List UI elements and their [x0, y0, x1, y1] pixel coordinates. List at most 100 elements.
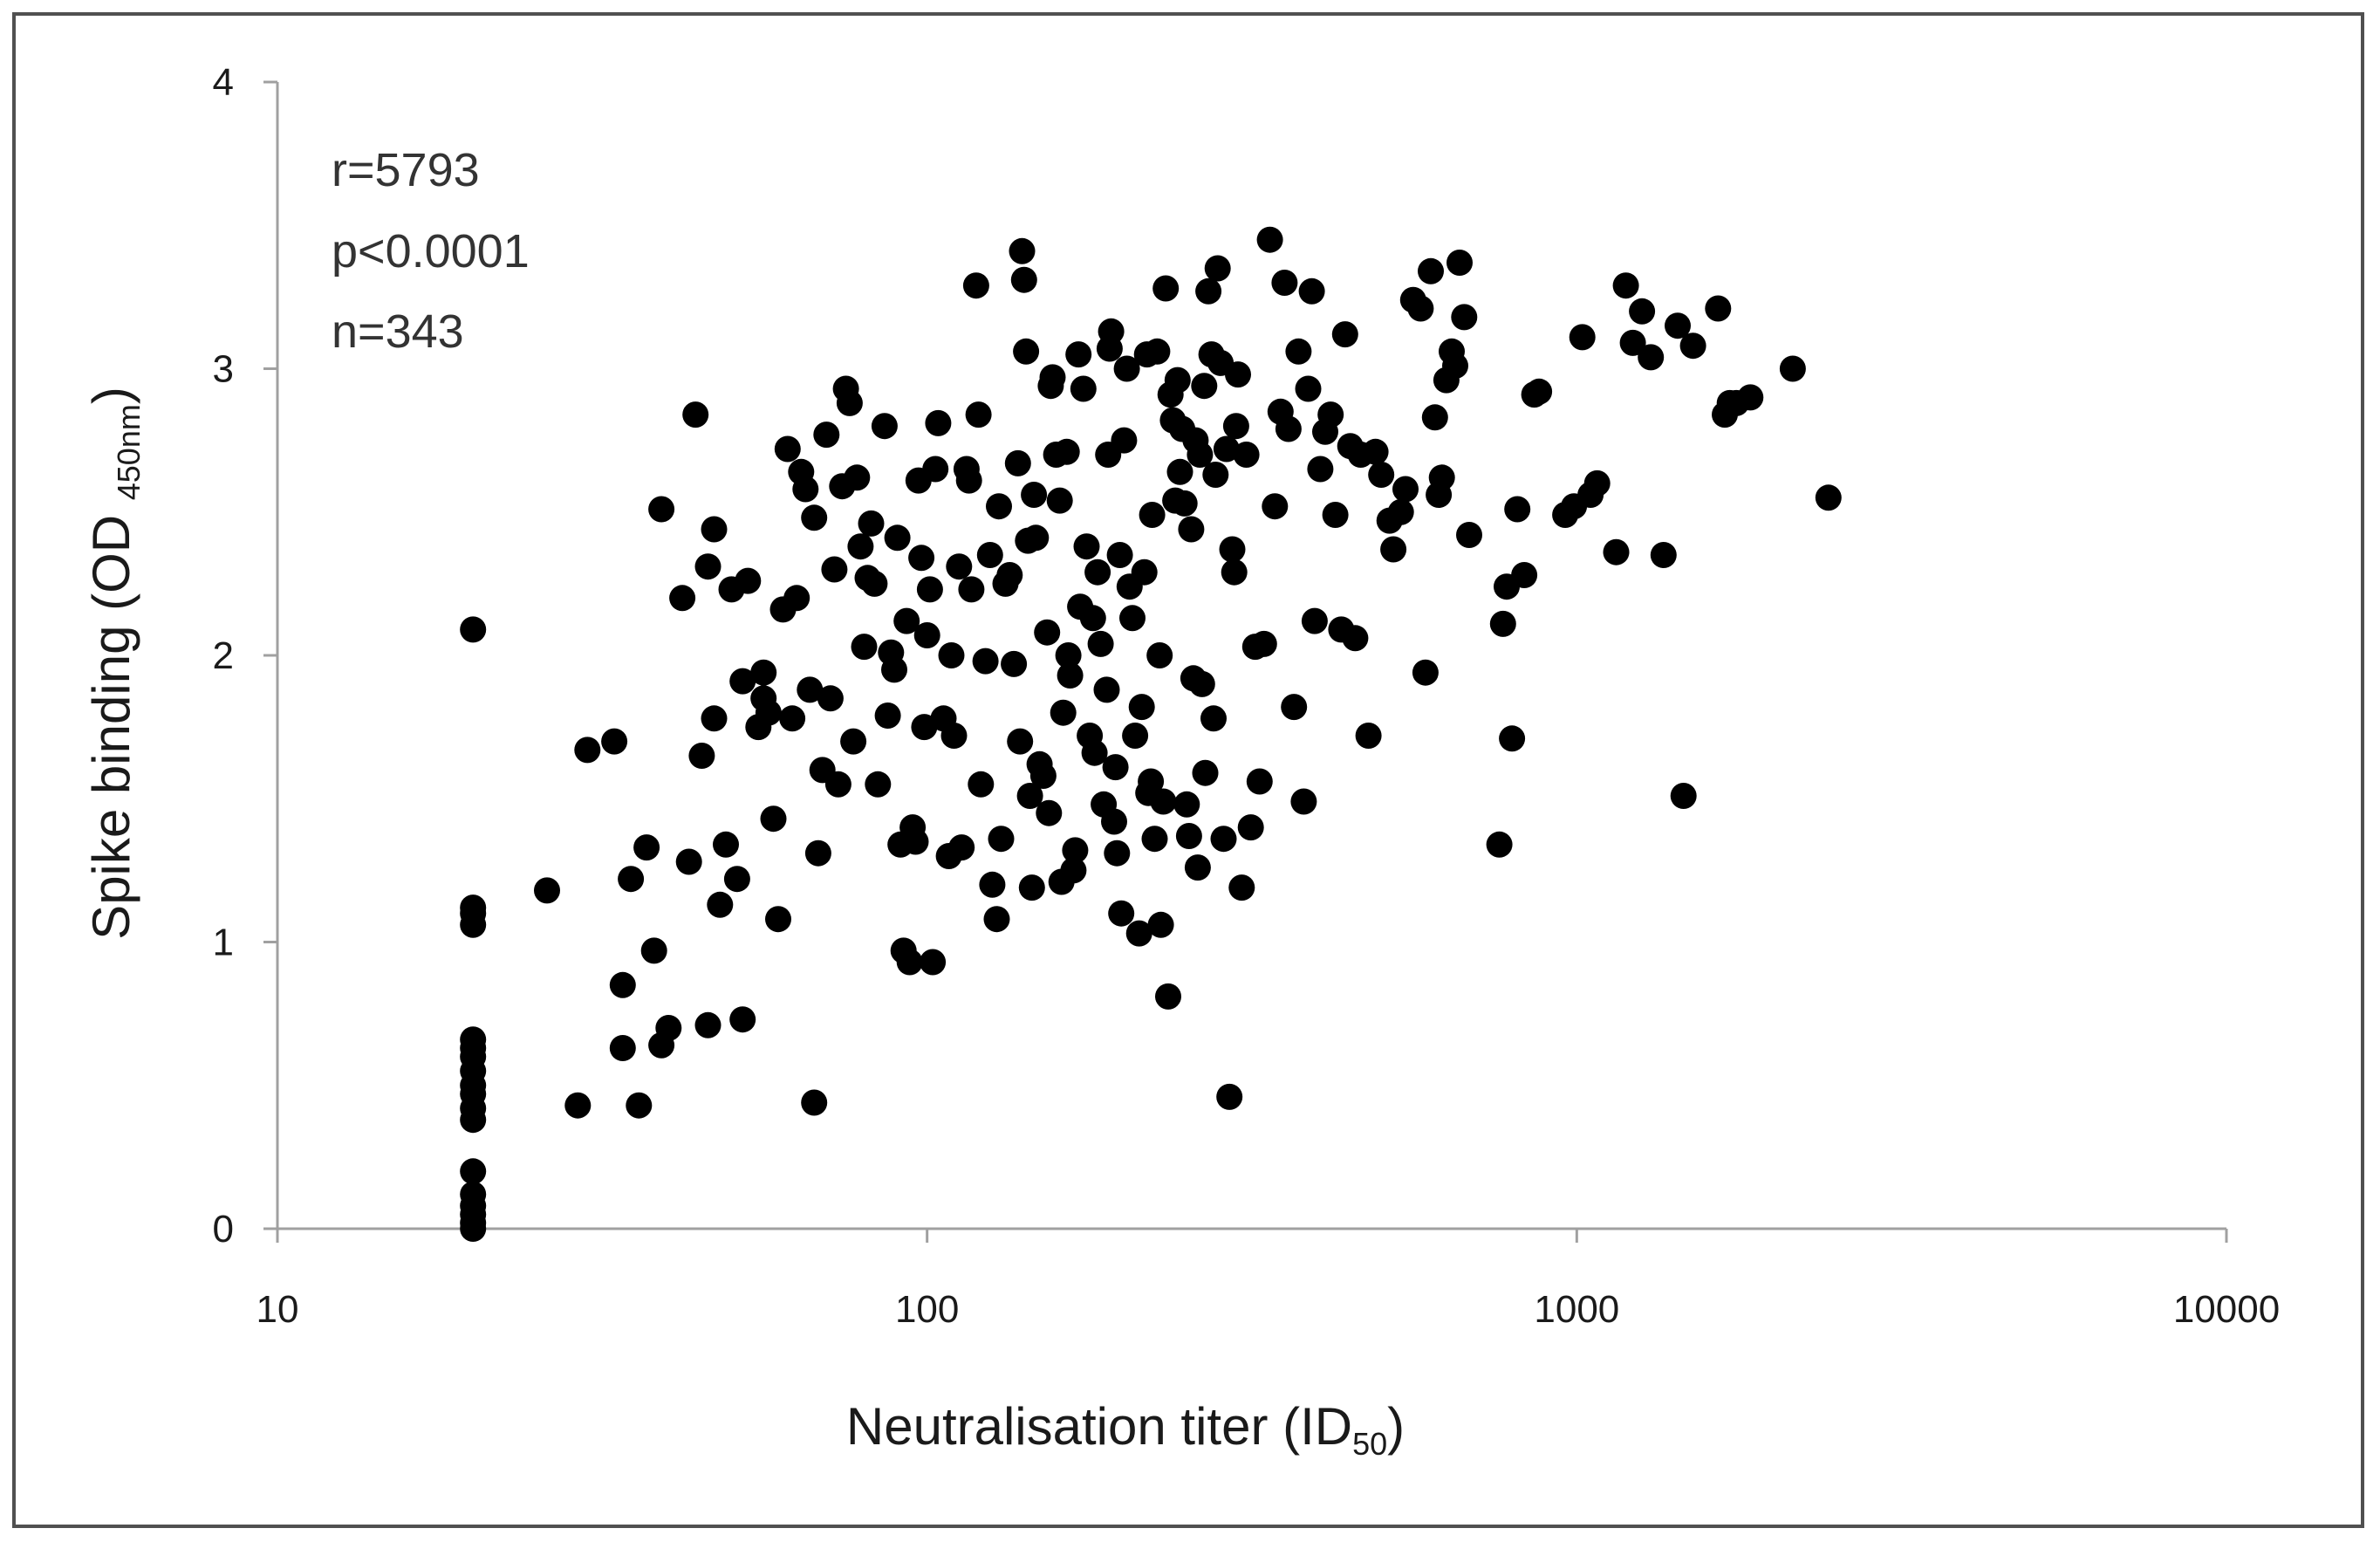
data-point: [618, 866, 645, 893]
data-point: [1113, 355, 1140, 382]
data-point: [1195, 278, 1222, 305]
data-point: [1250, 630, 1277, 657]
data-point: [1446, 250, 1473, 276]
data-point: [601, 728, 628, 755]
data-point: [922, 456, 949, 483]
data-point: [804, 840, 831, 867]
data-point: [1380, 536, 1407, 563]
data-point: [1355, 723, 1382, 749]
data-point: [1204, 255, 1231, 282]
stat-n: n=343: [332, 305, 464, 358]
data-point: [1188, 670, 1215, 697]
data-point: [1301, 607, 1328, 634]
data-point: [609, 971, 636, 998]
data-point: [983, 906, 1010, 933]
data-point: [779, 705, 806, 732]
data-point: [881, 656, 907, 683]
data-point: [874, 702, 901, 729]
data-point: [817, 685, 844, 712]
data-point: [682, 401, 709, 428]
data-point: [1173, 791, 1200, 818]
data-point: [1073, 533, 1100, 560]
data-point: [1050, 699, 1077, 726]
data-point: [1171, 490, 1198, 517]
data-point: [1612, 272, 1639, 299]
data-point: [1285, 338, 1312, 365]
data-point: [1081, 739, 1108, 766]
data-point: [948, 834, 975, 861]
data-point: [797, 676, 824, 703]
data-point: [1629, 298, 1656, 325]
data-point: [1275, 415, 1302, 442]
data-point: [824, 771, 851, 798]
data-point: [1079, 605, 1106, 632]
data-point: [729, 1006, 756, 1033]
data-point: [902, 828, 929, 855]
x-tick-label: 10000: [2173, 1288, 2280, 1331]
data-point: [735, 567, 762, 594]
data-point: [750, 659, 777, 686]
data-point: [1122, 723, 1149, 749]
data-point: [1009, 237, 1036, 264]
data-point: [940, 723, 968, 749]
data-point: [1141, 826, 1168, 853]
data-point: [1442, 353, 1468, 380]
data-point: [1102, 754, 1129, 781]
data-point: [534, 877, 560, 904]
data-point: [908, 545, 935, 572]
data-point: [844, 464, 871, 491]
x-axis-title-end: ): [1387, 1397, 1405, 1456]
data-point: [1219, 536, 1246, 563]
x-axis-title: Neutralisation titer (ID50): [846, 1397, 1405, 1462]
x-axis-title-sub: 50: [1352, 1426, 1387, 1462]
data-point: [1221, 559, 1248, 586]
data-point: [801, 504, 828, 531]
data-point: [564, 1092, 592, 1119]
data-point: [1128, 694, 1155, 721]
data-point: [1603, 538, 1630, 565]
data-point: [884, 524, 911, 552]
data-point: [1418, 257, 1444, 284]
data-point: [1178, 516, 1205, 543]
data-point: [871, 413, 898, 440]
data-point: [858, 510, 885, 537]
y-tick-label: 2: [213, 634, 234, 677]
data-point: [675, 848, 702, 875]
data-point: [1222, 413, 1249, 440]
y-tick-label: 3: [213, 348, 234, 391]
data-point: [1098, 318, 1125, 345]
y-axis-title-end: ): [82, 387, 140, 404]
data-point: [1146, 642, 1173, 668]
data-point: [955, 467, 982, 494]
data-point: [1046, 487, 1073, 514]
data-point: [1428, 464, 1455, 491]
data-point: [865, 771, 892, 798]
data-point: [1307, 456, 1334, 483]
data-point: [946, 553, 973, 580]
data-point: [1131, 559, 1158, 586]
stat-p: p<0.0001: [332, 225, 530, 278]
data-point: [1138, 768, 1165, 795]
data-point: [1104, 840, 1131, 867]
data-point: [1057, 662, 1084, 689]
data-point: [1362, 438, 1389, 465]
data-point: [1013, 338, 1040, 365]
data-point: [996, 562, 1023, 588]
data-point: [1065, 341, 1092, 368]
data-point: [460, 1158, 487, 1185]
stat-r: r=5793: [332, 144, 480, 196]
data-point: [1290, 788, 1317, 815]
y-tick-label: 1: [213, 922, 234, 964]
data-point: [1670, 783, 1697, 809]
data-point: [1412, 659, 1439, 686]
data-point: [707, 891, 734, 918]
data-point: [1106, 542, 1133, 568]
y-axis-title-main: Spike binding (OD: [82, 500, 140, 940]
data-point: [755, 699, 782, 726]
data-point: [640, 937, 667, 964]
data-point: [1184, 854, 1211, 881]
data-point: [1526, 378, 1553, 405]
data-point: [1093, 676, 1120, 703]
data-point: [1139, 502, 1166, 528]
